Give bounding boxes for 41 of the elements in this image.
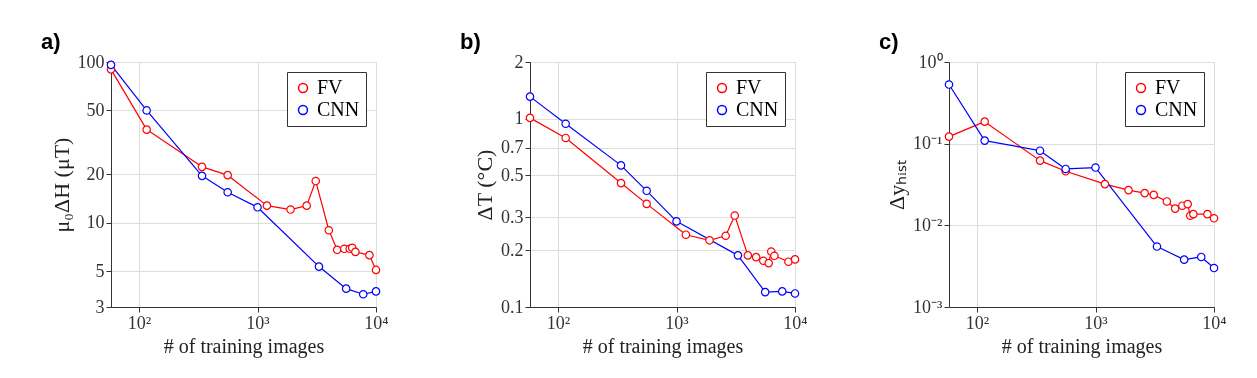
x-tick-label: 10⁴	[1202, 312, 1227, 333]
y-tick-label: 10⁻²	[913, 214, 943, 235]
y-tick-label: 10⁻¹	[913, 133, 943, 154]
legend-label: CNN	[1155, 98, 1198, 120]
y-tick-label: 0.5	[501, 164, 524, 185]
x-axis-title: # of training images	[163, 334, 325, 358]
x-axis-title: # of training images	[582, 334, 744, 358]
legend-label: FV	[736, 76, 763, 98]
y-tick-label: 5	[95, 260, 105, 281]
x-tick-label: 10³	[1084, 312, 1109, 333]
x-tick-label: 10³	[246, 312, 271, 333]
text: a)	[41, 29, 61, 54]
y-tick-label: 10	[86, 212, 105, 233]
y-tick-label: 20	[86, 163, 105, 184]
y-tick-label: 50	[86, 99, 105, 120]
x-tick-label: 10²	[965, 312, 990, 333]
legend-label: FV	[1155, 76, 1182, 98]
y-tick-label: 10⁻³	[913, 296, 944, 317]
legend-label: FV	[317, 76, 344, 98]
y-tick-label: 0.3	[501, 206, 524, 227]
y-axis-title: μ₀ΔH (μT)	[48, 137, 74, 233]
x-axis-title: # of training images	[1001, 334, 1163, 358]
text: c)	[879, 29, 899, 54]
y-axis-title: Δyₕᵢₛₜ	[884, 160, 910, 210]
y-tick-label: 0.1	[501, 296, 524, 317]
x-tick-label: 10²	[546, 312, 571, 333]
y-tick-label: 10⁰	[918, 51, 943, 72]
y-axis-title: ΔT (°C)	[472, 149, 497, 221]
x-tick-label: 10⁴	[364, 312, 389, 333]
y-tick-label: 2	[514, 51, 524, 72]
text: b)	[460, 29, 481, 54]
y-tick-label: 0.2	[501, 239, 524, 260]
y-tick-label: 1	[514, 108, 524, 129]
legend-label: CNN	[317, 98, 360, 120]
y-tick-label: 100	[77, 51, 105, 72]
legend-label: CNN	[736, 98, 779, 120]
y-tick-label: 0.7	[501, 137, 524, 158]
x-tick-label: 10⁴	[783, 312, 808, 333]
y-tick-label: 3	[95, 296, 105, 317]
x-tick-label: 10²	[127, 312, 152, 333]
x-tick-label: 10³	[665, 312, 690, 333]
